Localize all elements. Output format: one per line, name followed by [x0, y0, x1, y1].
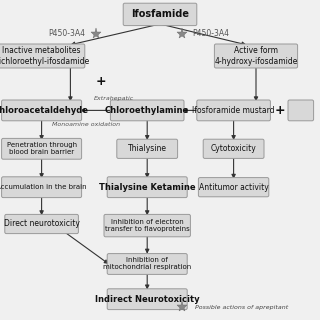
Text: Chloroacetaldehyde: Chloroacetaldehyde: [0, 106, 89, 115]
Text: Extrahepatic: Extrahepatic: [93, 96, 134, 101]
Text: Cytotoxicity: Cytotoxicity: [211, 144, 256, 153]
Text: Indirect Neurotoxicity: Indirect Neurotoxicity: [95, 295, 199, 304]
Text: Possible actions of aprepitant: Possible actions of aprepitant: [195, 305, 288, 310]
FancyBboxPatch shape: [198, 178, 269, 197]
FancyBboxPatch shape: [203, 139, 264, 158]
FancyBboxPatch shape: [5, 214, 78, 234]
FancyBboxPatch shape: [104, 214, 190, 237]
Text: P450-3A4: P450-3A4: [49, 29, 86, 38]
Text: Ifosfamide: Ifosfamide: [131, 9, 189, 20]
Text: +: +: [275, 104, 285, 117]
FancyBboxPatch shape: [117, 139, 178, 158]
Text: Inhibition of
mitochondrial respiration: Inhibition of mitochondrial respiration: [103, 258, 191, 270]
Text: +: +: [95, 75, 106, 88]
FancyBboxPatch shape: [107, 177, 187, 198]
FancyBboxPatch shape: [110, 100, 184, 121]
FancyBboxPatch shape: [2, 138, 82, 159]
FancyBboxPatch shape: [214, 44, 298, 68]
Text: Accumulation in the brain: Accumulation in the brain: [0, 184, 87, 190]
Text: Monoamine oxidation: Monoamine oxidation: [52, 122, 120, 127]
Text: Direct neurotoxicity: Direct neurotoxicity: [4, 220, 80, 228]
FancyBboxPatch shape: [0, 44, 85, 68]
FancyBboxPatch shape: [2, 100, 82, 121]
Text: P450-3A4: P450-3A4: [193, 29, 230, 38]
FancyBboxPatch shape: [2, 177, 82, 198]
Text: Thialysine: Thialysine: [128, 144, 167, 153]
Text: Antitumor activity: Antitumor activity: [199, 183, 268, 192]
FancyBboxPatch shape: [107, 253, 187, 275]
Text: Thialysine Ketamine: Thialysine Ketamine: [99, 183, 196, 192]
FancyBboxPatch shape: [107, 289, 187, 310]
Text: Inactive metabolites
Dichloroethyl-ifosdamide: Inactive metabolites Dichloroethyl-ifosd…: [0, 46, 90, 66]
FancyBboxPatch shape: [123, 3, 197, 26]
FancyBboxPatch shape: [288, 100, 314, 121]
Text: Chloroethylamine: Chloroethylamine: [105, 106, 189, 115]
Text: Inhibition of electron
transfer to flavoproteins: Inhibition of electron transfer to flavo…: [105, 219, 189, 232]
Text: Penetration through
blood brain barrier: Penetration through blood brain barrier: [6, 142, 77, 155]
Text: Active form
4-hydroxy-ifosdamide: Active form 4-hydroxy-ifosdamide: [214, 46, 298, 66]
FancyBboxPatch shape: [197, 100, 270, 121]
Text: Ifosforamide mustard: Ifosforamide mustard: [192, 106, 275, 115]
